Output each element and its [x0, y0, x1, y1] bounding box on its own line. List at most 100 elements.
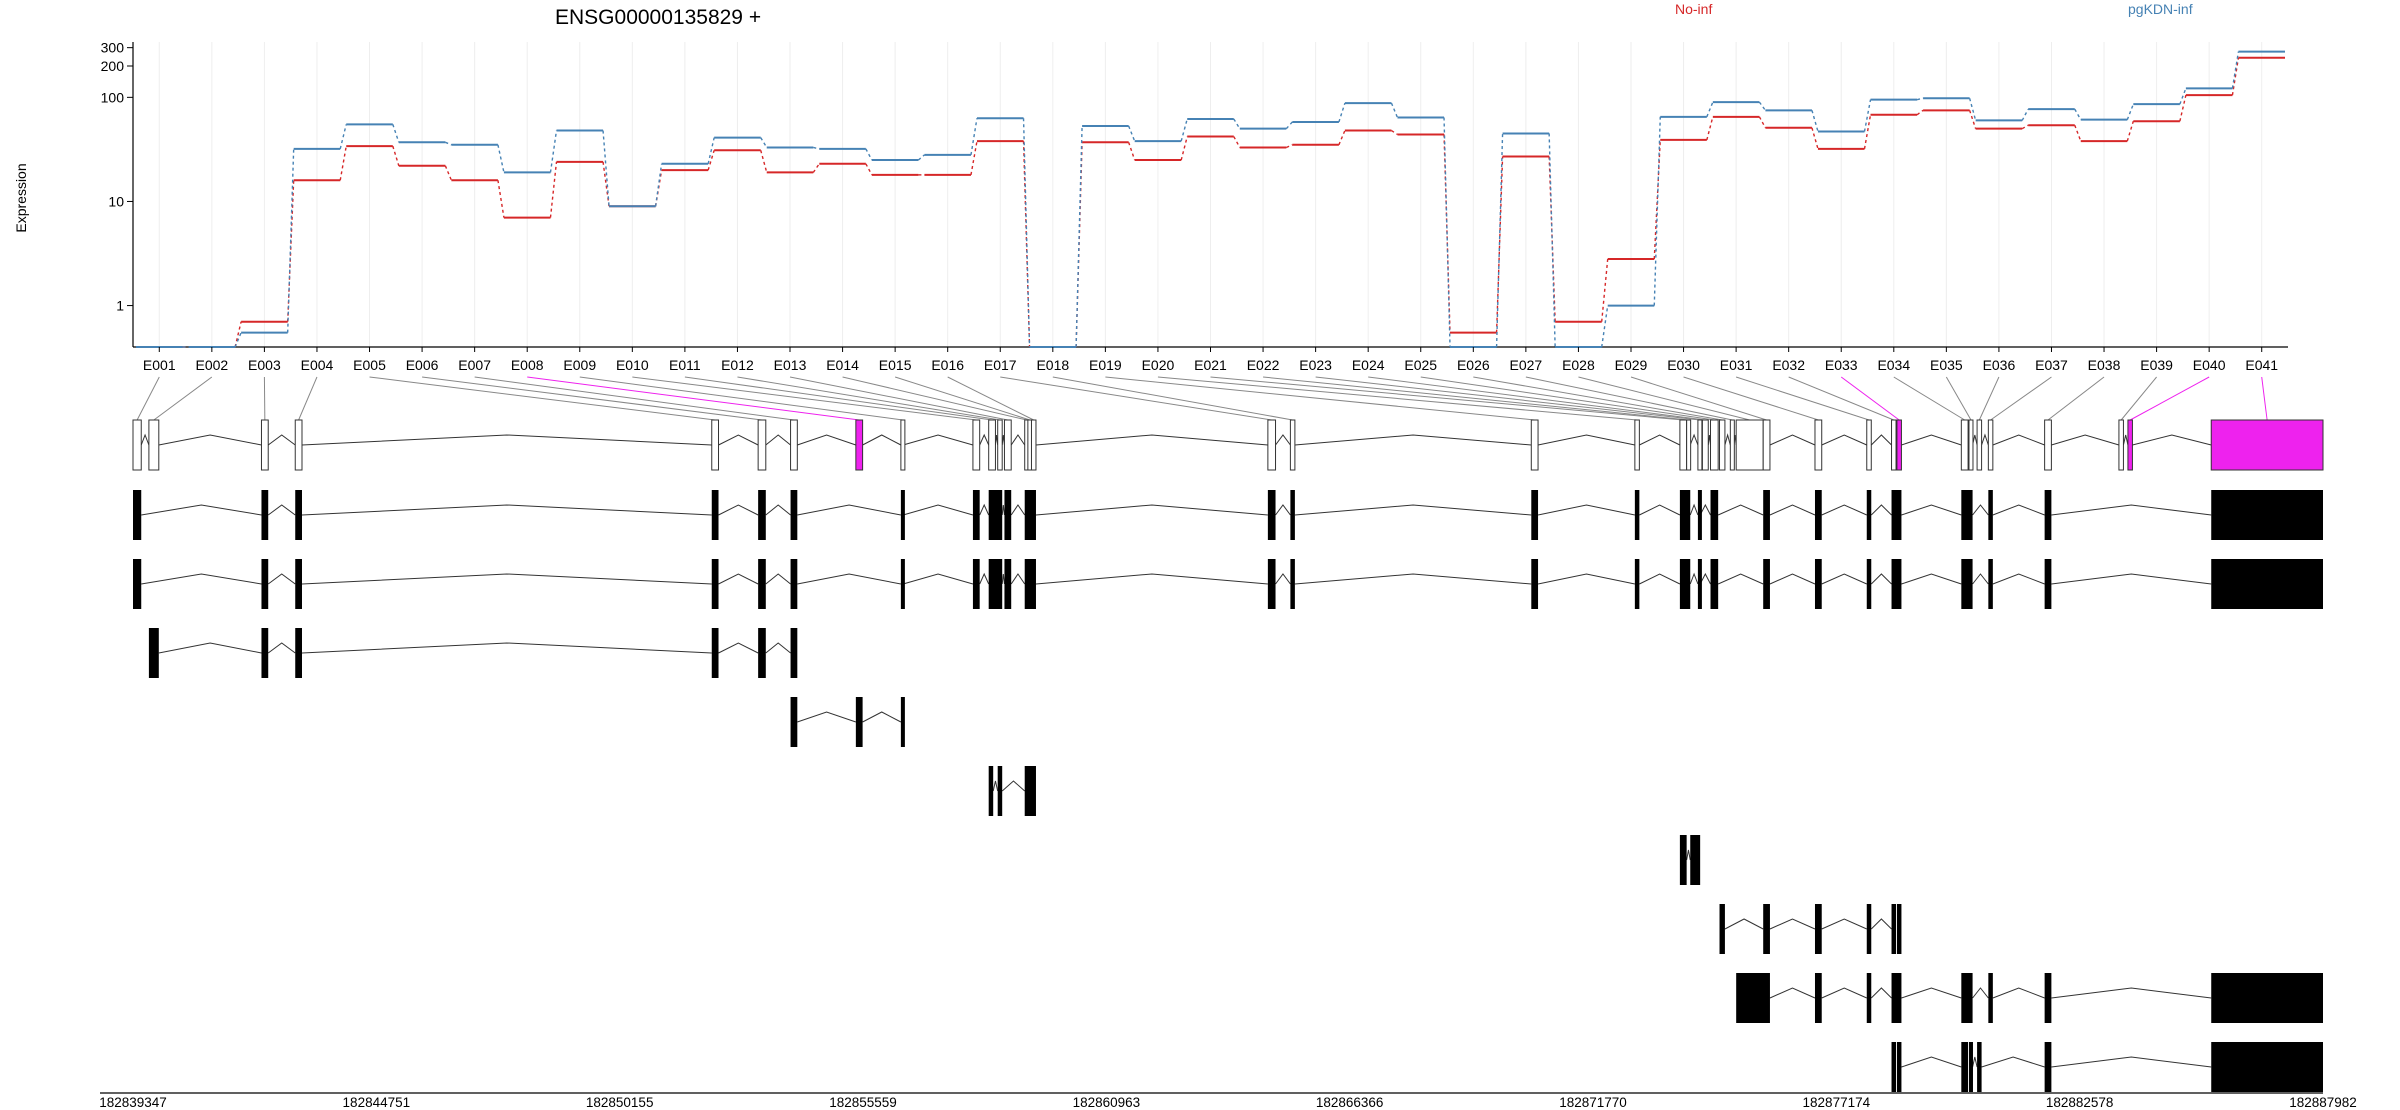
transcript-2-intron-16 — [1689, 572, 1699, 585]
gene-model-exon-E028 — [1735, 419, 1764, 471]
transcript-3-exon-2 — [261, 628, 269, 678]
gene-model-intron-5 — [718, 434, 759, 446]
transcript-2-intron-20 — [1821, 573, 1867, 585]
transcript-3-exon-6 — [790, 628, 798, 678]
gene-model-intron-19 — [1537, 434, 1635, 446]
gene-model-intron-40 — [2132, 434, 2212, 446]
transcript-1-exon-2 — [261, 490, 269, 540]
coordinate-tick-182839347: 182839347 — [99, 1095, 167, 1110]
connector-E001 — [136, 376, 160, 421]
transcript-4-exon-3 — [900, 697, 905, 747]
legend-no-inf: No-inf — [1675, 1, 1712, 17]
transcript-1-exon-23 — [1961, 490, 1973, 540]
transcript-8-exon-3 — [1866, 973, 1872, 1023]
transcript-1-intron-1 — [141, 504, 262, 516]
exon-label-E013: E013 — [774, 357, 807, 373]
transcript-2-intron-11 — [1035, 573, 1268, 585]
series-0-link-E005 — [392, 145, 400, 167]
series-1-link-E012 — [760, 137, 768, 148]
transcript-8-exon-8 — [2211, 973, 2323, 1023]
transcript-1 — [133, 490, 2323, 540]
series-0-link-E013 — [812, 163, 820, 173]
exon-label-E008: E008 — [511, 357, 544, 373]
transcript-8-exon-2 — [1814, 973, 1822, 1023]
transcript-8-intron-5 — [1972, 987, 1989, 999]
transcript-3-exon-1 — [148, 628, 159, 678]
transcript-1-intron-25 — [2051, 504, 2212, 516]
transcript-9-intron-6 — [2051, 1056, 2212, 1068]
gene-model-exon-E040 — [2127, 419, 2133, 471]
exon-label-E032: E032 — [1772, 357, 1805, 373]
gene-model-exon-E017 — [1267, 419, 1277, 471]
gene-model-intron-33 — [1901, 434, 1962, 446]
series-1-link-E010 — [654, 163, 663, 207]
transcript-2-exon-4 — [711, 559, 719, 609]
connector-E037 — [1990, 376, 2052, 421]
exon-label-E037: E037 — [2035, 357, 2068, 373]
gene-model-intron-10 — [979, 433, 990, 446]
gene-model-intron-37 — [1992, 434, 2045, 446]
series-1-link-E033 — [1863, 99, 1872, 132]
exon-label-E020: E020 — [1142, 357, 1175, 373]
gene-model-exon-E024 — [1701, 419, 1709, 471]
transcript-1-exon-8 — [972, 490, 980, 540]
transcript-2-exon-5 — [758, 559, 766, 609]
connector-E029 — [1630, 376, 1767, 421]
transcript-2-intron-25 — [2051, 573, 2212, 585]
exon-label-E001: E001 — [143, 357, 176, 373]
transcript-2-exon-2 — [261, 559, 269, 609]
transcript-1-intron-12 — [1275, 504, 1291, 516]
series-1-link-E025 — [1443, 117, 1451, 348]
gene-model-exon-E032 — [1891, 419, 1897, 471]
exon-label-E024: E024 — [1352, 357, 1385, 373]
transcript-2-exon-18 — [1710, 559, 1719, 609]
series-0-link-E030 — [1706, 116, 1714, 141]
series-1-link-E009 — [602, 130, 610, 207]
series-1-link-E018 — [1075, 126, 1083, 348]
series-1-link-E014 — [865, 148, 873, 161]
series-0-link-E021 — [1233, 136, 1241, 148]
series-0-link-E006 — [444, 165, 453, 181]
coordinate-tick-182877174: 182877174 — [1803, 1095, 1871, 1110]
transcript-2-exon-17 — [1697, 559, 1702, 609]
exon-label-E022: E022 — [1247, 357, 1280, 373]
transcript-1-intron-4 — [718, 504, 759, 516]
transcript-2-exon-15 — [1634, 559, 1640, 609]
series-1-link-E024 — [1390, 102, 1399, 118]
transcript-9-exon-5 — [1977, 1042, 1982, 1092]
gene-model-intron-18 — [1294, 434, 1532, 446]
series-0-link-E020 — [1180, 136, 1188, 161]
transcript-9-exon-4 — [1968, 1042, 1973, 1092]
gene-model-exon-E008 — [855, 419, 864, 471]
transcript-6-exon-1 — [1679, 835, 1687, 885]
connector-E019 — [1105, 376, 1535, 421]
series-0-link-E002 — [234, 321, 242, 348]
transcript-1-intron-23 — [1972, 504, 1989, 516]
series-0-link-E032 — [1811, 127, 1819, 150]
transcript-7-exon-4 — [1866, 904, 1872, 954]
transcript-2-intron-12 — [1275, 573, 1291, 585]
exon-label-E040: E040 — [2193, 357, 2226, 373]
transcript-2-exon-7 — [900, 559, 905, 609]
connector-E035 — [1945, 376, 1972, 421]
chart-title: ENSG00000135829 + — [555, 6, 761, 29]
connector-E018 — [1052, 376, 1293, 421]
transcript-1-intron-15 — [1639, 504, 1681, 516]
gene-model-exon-E006 — [757, 419, 767, 471]
transcript-3-intron-5 — [765, 642, 791, 654]
transcript-7-exon-2 — [1763, 904, 1770, 954]
exon-label-E003: E003 — [248, 357, 281, 373]
series-1-link-E016 — [970, 118, 978, 156]
series-0-link-E022 — [1286, 144, 1293, 149]
transcript-6 — [1679, 835, 1701, 885]
coordinate-tick-182860963: 182860963 — [1073, 1095, 1141, 1110]
transcript-2-exon-8 — [972, 559, 980, 609]
connector-E008 — [527, 376, 860, 421]
series-0-link-E023 — [1338, 130, 1346, 146]
series-0-link-E024 — [1391, 129, 1398, 136]
transcript-1-intron-3 — [301, 504, 712, 516]
connector-E005 — [369, 376, 716, 421]
series-1-link-E022 — [1285, 121, 1293, 130]
transcript-9 — [1891, 1042, 2323, 1092]
series-1-link-E034 — [1916, 97, 1924, 101]
